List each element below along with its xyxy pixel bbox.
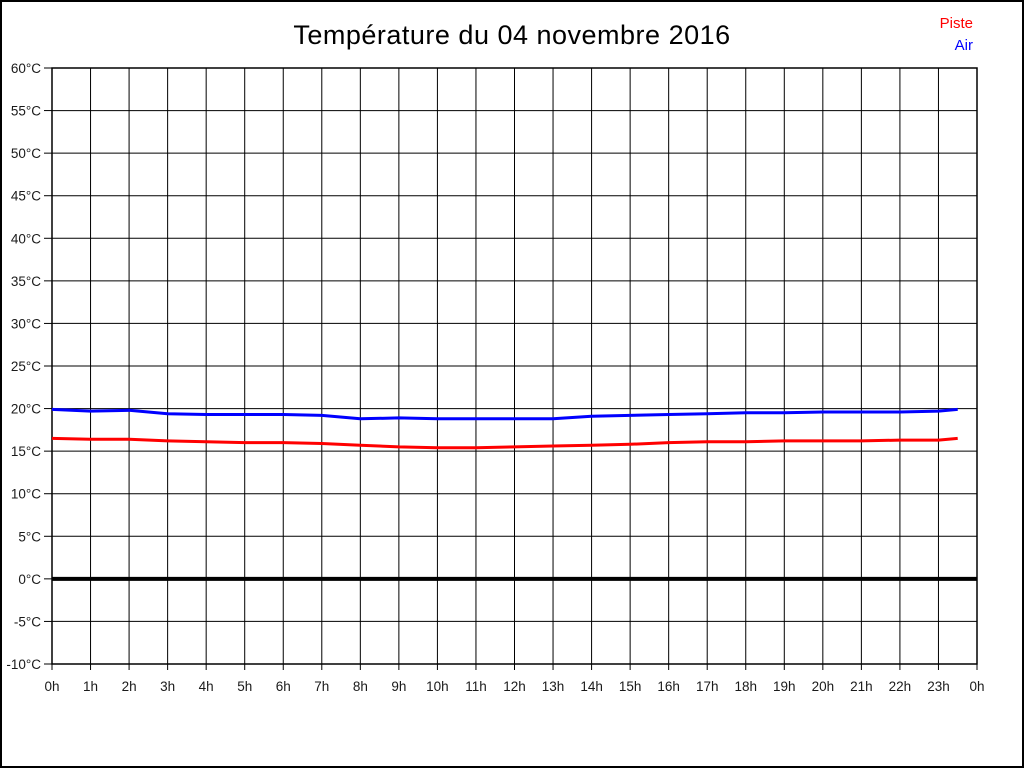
x-tick-label: 22h: [889, 679, 912, 694]
x-tick-label: 6h: [276, 679, 291, 694]
plot-border: [51, 67, 978, 665]
x-tick-label: 17h: [696, 679, 719, 694]
y-tick-label: 5°C: [18, 529, 41, 544]
x-tick-label: 18h: [734, 679, 757, 694]
y-tick-label: 60°C: [11, 61, 41, 76]
x-tick-label: 11h: [465, 679, 487, 694]
x-tick-label: 1h: [83, 679, 98, 694]
x-tick-label: 4h: [199, 679, 214, 694]
x-tick-label: 8h: [353, 679, 368, 694]
x-tick-label: 16h: [657, 679, 680, 694]
y-tick-label: 20°C: [11, 402, 41, 417]
x-tick-label: 10h: [426, 679, 449, 694]
chart-title: Température du 04 novembre 2016: [293, 20, 731, 50]
piste-line: [51, 436, 958, 450]
y-tick-label: 30°C: [11, 316, 41, 331]
legend-item-air: Air: [954, 37, 973, 54]
x-tick-label: 3h: [160, 679, 175, 694]
legend-item-piste: Piste: [939, 15, 973, 32]
y-tick-label: 55°C: [11, 104, 41, 119]
x-tick-label: 23h: [927, 679, 950, 694]
y-tick-label: 25°C: [11, 359, 41, 374]
y-tick-label: -10°C: [6, 657, 41, 672]
x-tick-label: 14h: [580, 679, 603, 694]
y-tick-label: 10°C: [11, 487, 41, 502]
air-line: [51, 407, 958, 421]
x-tick-label: 19h: [773, 679, 796, 694]
y-tick-label: 15°C: [11, 444, 41, 459]
x-tick-label: 0h: [44, 679, 59, 694]
y-tick-label: 45°C: [11, 189, 41, 204]
x-tick-label: 2h: [122, 679, 137, 694]
x-tick-label: 13h: [542, 679, 565, 694]
y-tick-label: 40°C: [11, 231, 41, 246]
x-tick-label: 5h: [237, 679, 252, 694]
y-tick-label: 35°C: [11, 274, 41, 289]
legend: Piste Air: [940, 13, 973, 57]
y-tick-label: -5°C: [14, 614, 41, 629]
y-tick-label: 0°C: [18, 572, 41, 587]
x-tick-label: 15h: [619, 679, 642, 694]
x-tick-label: 9h: [391, 679, 406, 694]
x-tick-label: 0h: [969, 679, 984, 694]
x-tick-label: 7h: [314, 679, 329, 694]
y-tick-label: 50°C: [11, 146, 41, 161]
x-tick-label: 20h: [812, 679, 835, 694]
x-tick-label: 12h: [503, 679, 526, 694]
x-tick-label: 21h: [850, 679, 873, 694]
